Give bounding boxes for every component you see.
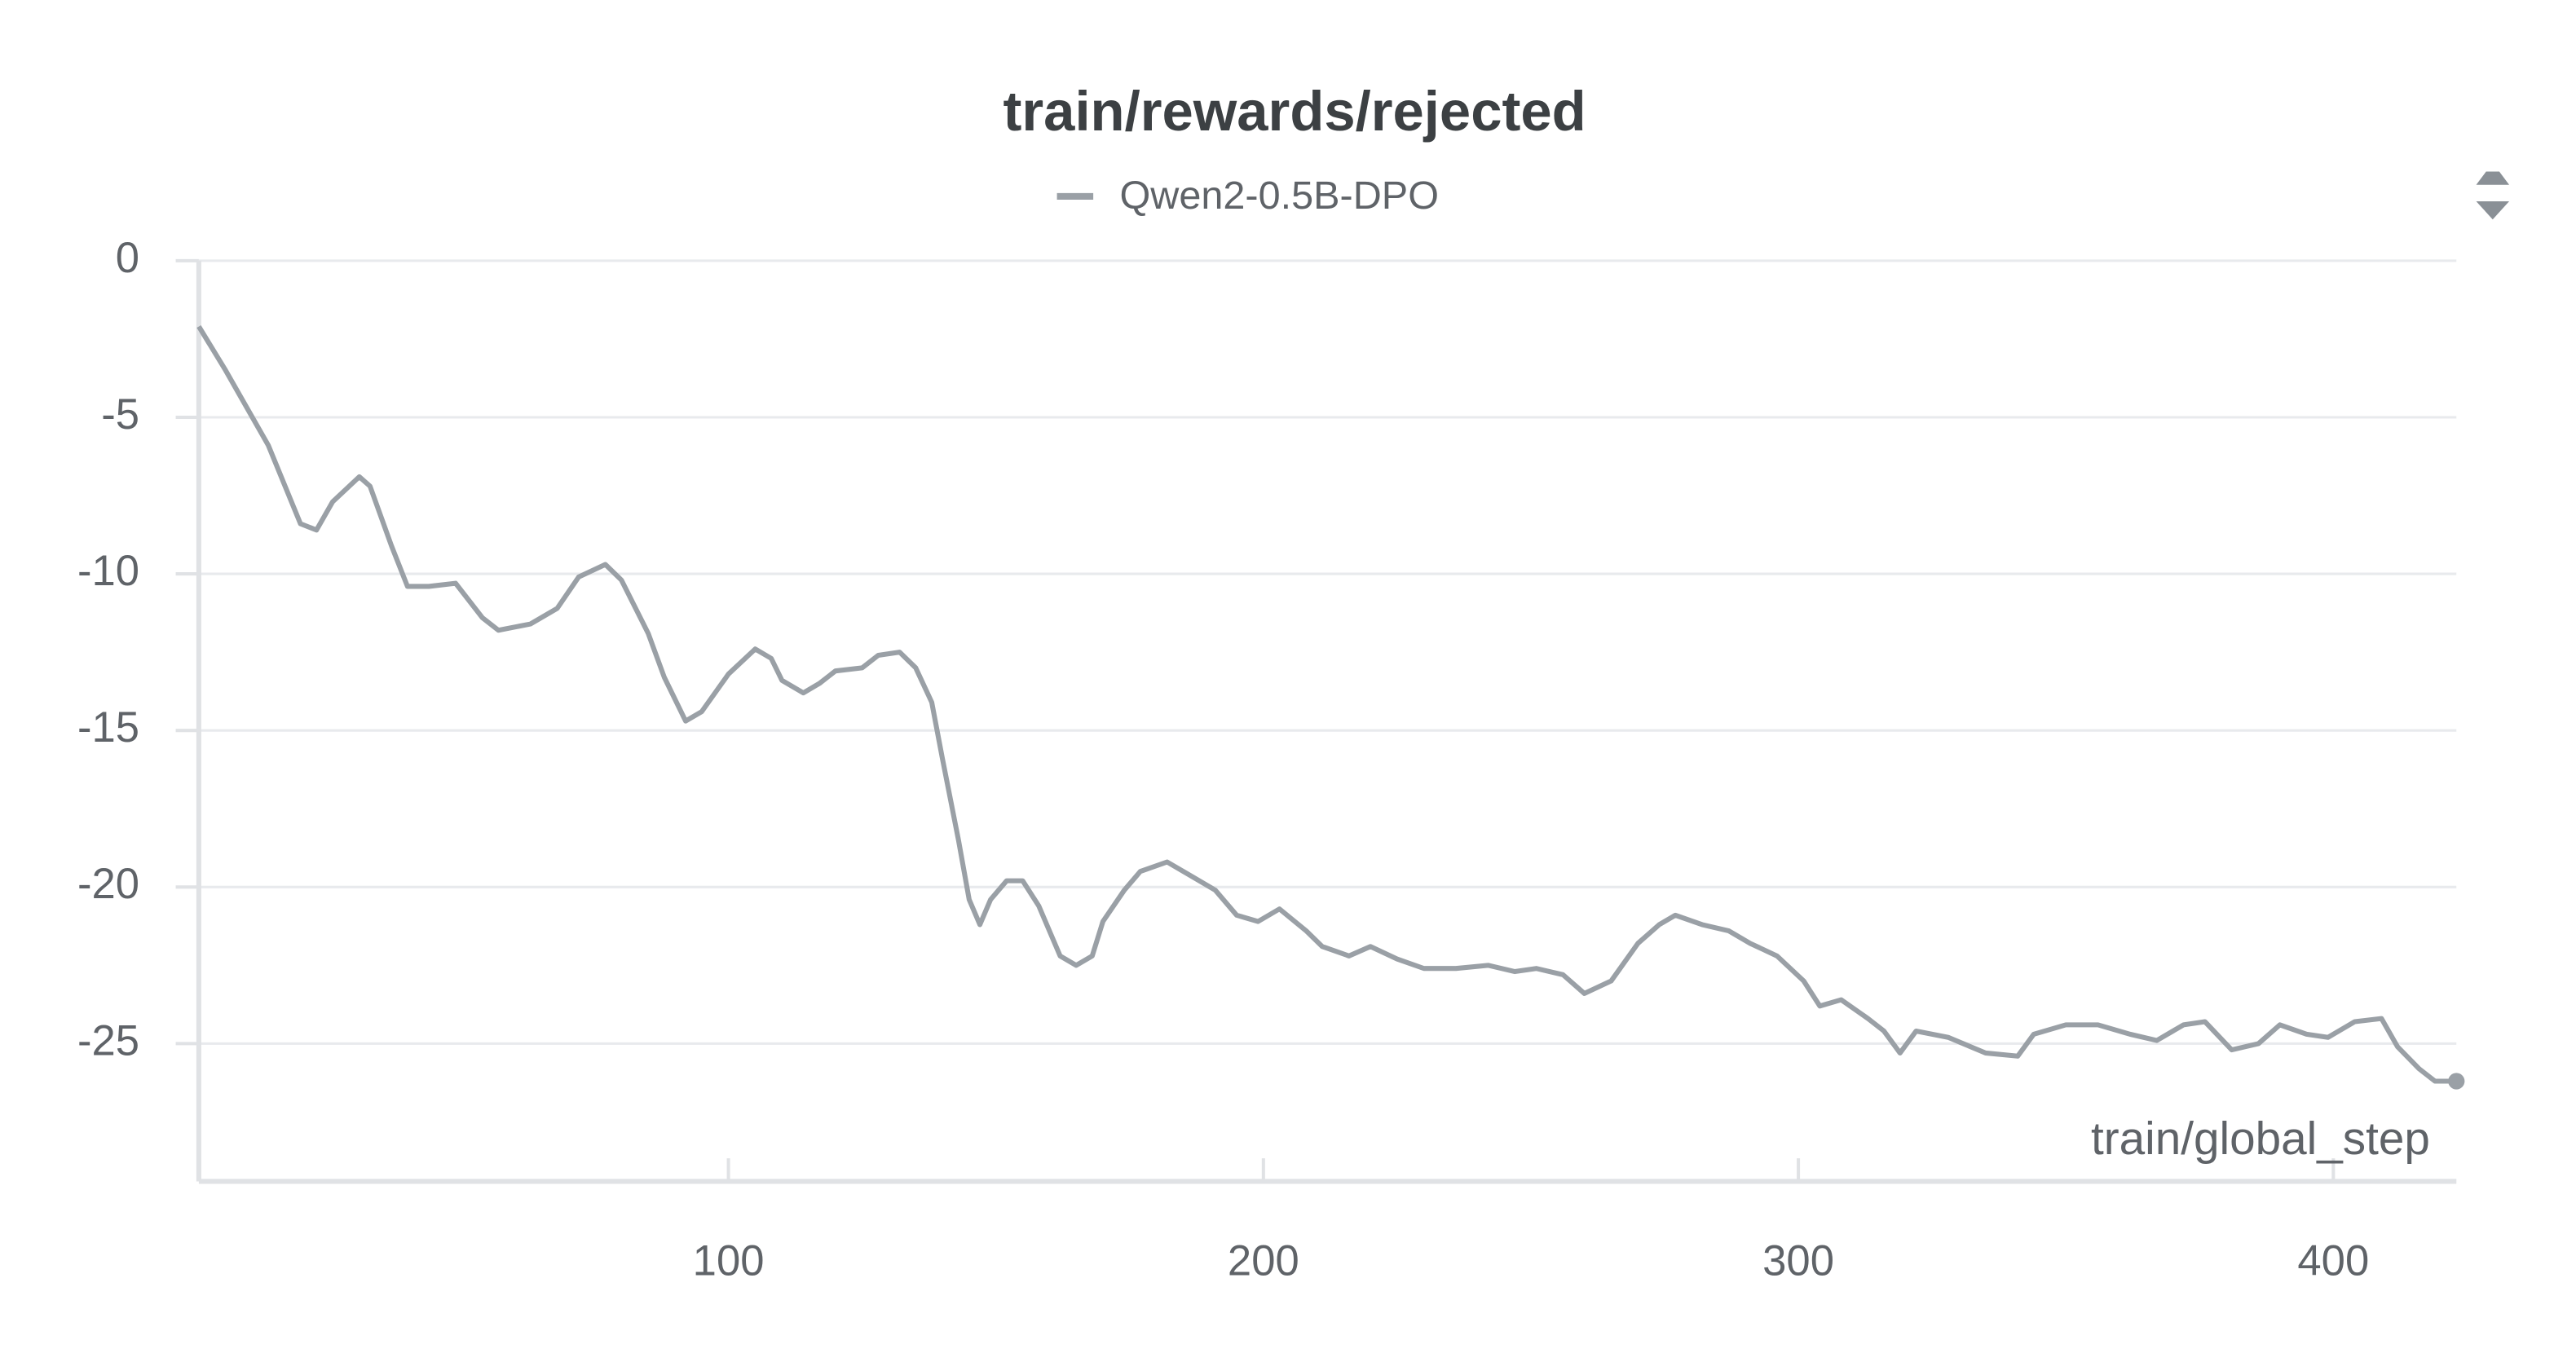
- x-tick-label: 300: [1762, 1237, 1834, 1285]
- legend-label: Qwen2-0.5B-DPO: [1120, 174, 1439, 218]
- x-tick-label: 200: [1228, 1237, 1299, 1285]
- y-tick-label: -5: [101, 390, 139, 439]
- end-point: [2448, 1073, 2465, 1090]
- series-line: [196, 324, 2457, 1084]
- x-tick-label: 100: [693, 1237, 765, 1285]
- y-tick-label: -10: [77, 547, 139, 595]
- y-tick-label: -25: [77, 1016, 139, 1064]
- y-tick-label: 0: [116, 234, 139, 282]
- menu-icon[interactable]: [2476, 171, 2510, 220]
- chart-title: train/rewards/rejected: [1003, 80, 1586, 143]
- x-tick-label: 400: [2297, 1237, 2369, 1285]
- y-tick-label: -20: [77, 860, 139, 908]
- x-axis-label: train/global_step: [2091, 1113, 2430, 1165]
- y-tick-label: -15: [77, 703, 139, 751]
